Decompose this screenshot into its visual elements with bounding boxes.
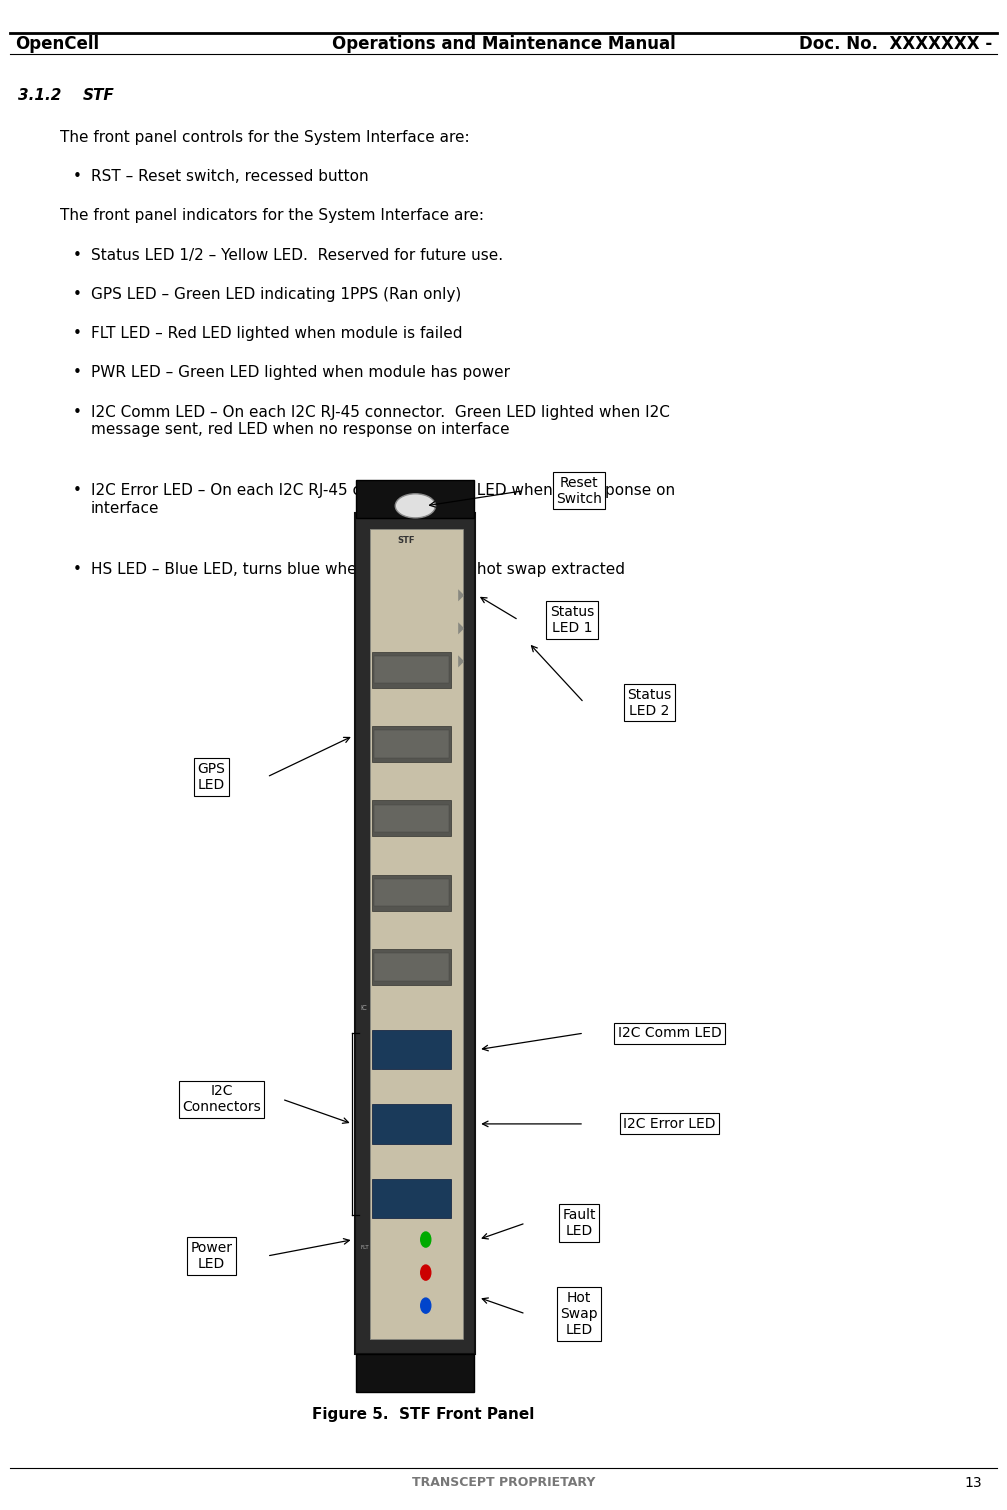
Text: •: • [73, 562, 82, 577]
Text: Status
LED 1: Status LED 1 [550, 606, 594, 636]
Text: Hot
Swap
LED: Hot Swap LED [560, 1291, 598, 1336]
Text: GPS LED – Green LED indicating 1PPS (Ran only): GPS LED – Green LED indicating 1PPS (Ran… [91, 287, 461, 302]
Text: Status LED 1/2 – Yellow LED.  Reserved for future use.: Status LED 1/2 – Yellow LED. Reserved fo… [91, 248, 502, 263]
FancyBboxPatch shape [372, 800, 451, 837]
FancyBboxPatch shape [372, 726, 451, 763]
Circle shape [421, 1265, 431, 1280]
FancyBboxPatch shape [372, 948, 451, 985]
Text: The front panel controls for the System Interface are:: The front panel controls for the System … [60, 130, 470, 145]
Text: •: • [73, 365, 82, 381]
Text: GPS
LED: GPS LED [197, 763, 226, 793]
FancyBboxPatch shape [355, 513, 475, 1354]
Text: I2C Error LED – On each I2C RJ-45 connector.  Red LED when no response on
interf: I2C Error LED – On each I2C RJ-45 connec… [91, 483, 675, 515]
Text: I2C Error LED: I2C Error LED [623, 1117, 716, 1131]
Text: •: • [73, 169, 82, 184]
FancyBboxPatch shape [374, 879, 449, 906]
Text: Reset
Switch: Reset Switch [556, 476, 602, 506]
Text: FLT: FLT [361, 1246, 370, 1250]
Text: •: • [73, 248, 82, 263]
Polygon shape [458, 622, 464, 634]
FancyBboxPatch shape [374, 731, 449, 758]
Text: Status
LED 2: Status LED 2 [627, 687, 672, 717]
Text: The front panel indicators for the System Interface are:: The front panel indicators for the Syste… [60, 208, 484, 223]
FancyBboxPatch shape [356, 1354, 474, 1392]
Text: PWR LED – Green LED lighted when module has power: PWR LED – Green LED lighted when module … [91, 365, 510, 381]
Text: 13: 13 [964, 1475, 982, 1490]
Circle shape [421, 1232, 431, 1247]
Text: I2C Comm LED: I2C Comm LED [617, 1027, 722, 1040]
FancyBboxPatch shape [372, 1030, 451, 1069]
Text: FLT LED – Red LED lighted when module is failed: FLT LED – Red LED lighted when module is… [91, 326, 462, 341]
Text: 3.1.2: 3.1.2 [18, 88, 61, 103]
Text: STF: STF [398, 536, 415, 545]
FancyBboxPatch shape [372, 1179, 451, 1219]
Text: Doc. No.  XXXXXXX -: Doc. No. XXXXXXX - [799, 35, 992, 53]
FancyBboxPatch shape [356, 480, 474, 518]
Text: STF: STF [83, 88, 115, 103]
FancyBboxPatch shape [374, 953, 449, 980]
FancyBboxPatch shape [372, 1104, 451, 1143]
Ellipse shape [395, 494, 435, 518]
Text: I2C Comm LED – On each I2C RJ-45 connector.  Green LED lighted when I2C
message : I2C Comm LED – On each I2C RJ-45 connect… [91, 405, 670, 436]
Text: •: • [73, 326, 82, 341]
Text: IC: IC [361, 1006, 368, 1012]
Text: Operations and Maintenance Manual: Operations and Maintenance Manual [331, 35, 676, 53]
Text: •: • [73, 483, 82, 498]
Text: •: • [73, 287, 82, 302]
Circle shape [421, 1299, 431, 1314]
Text: OpenCell: OpenCell [15, 35, 100, 53]
Polygon shape [458, 655, 464, 667]
Polygon shape [458, 589, 464, 601]
Text: Power
LED: Power LED [190, 1241, 233, 1271]
Text: HS LED – Blue LED, turns blue when board can be hot swap extracted: HS LED – Blue LED, turns blue when board… [91, 562, 624, 577]
FancyBboxPatch shape [374, 805, 449, 832]
FancyBboxPatch shape [370, 528, 463, 1339]
Text: TRANSCEPT PROPRIETARY: TRANSCEPT PROPRIETARY [412, 1477, 595, 1489]
FancyBboxPatch shape [374, 655, 449, 683]
Text: •: • [73, 405, 82, 420]
FancyBboxPatch shape [372, 651, 451, 687]
Text: I2C
Connectors: I2C Connectors [182, 1084, 261, 1114]
Text: Fault
LED: Fault LED [562, 1208, 596, 1238]
Text: RST – Reset switch, recessed button: RST – Reset switch, recessed button [91, 169, 369, 184]
Text: Figure 5.  STF Front Panel: Figure 5. STF Front Panel [312, 1407, 534, 1422]
FancyBboxPatch shape [372, 874, 451, 911]
